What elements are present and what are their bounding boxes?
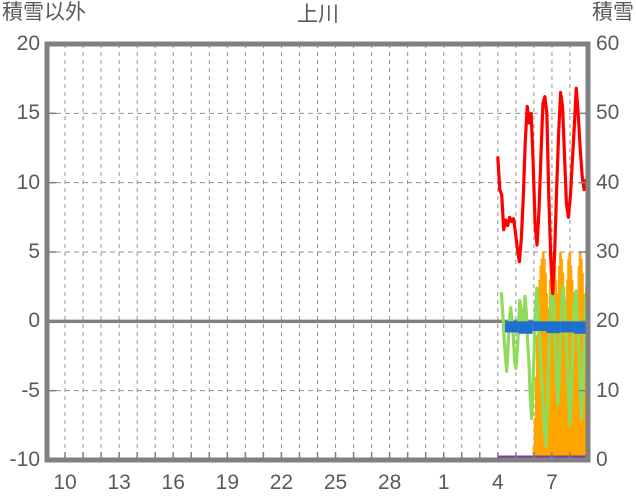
x-tick-10: 10 <box>53 471 77 494</box>
right-tick-40: 40 <box>596 170 620 194</box>
right-tick-0: 0 <box>596 448 608 471</box>
left-tick-5: 5 <box>28 240 40 263</box>
right-axis-title: 積雪 <box>592 1 634 24</box>
x-tick-7: 7 <box>546 471 558 494</box>
x-tick-16: 16 <box>161 471 185 494</box>
x-tick-19: 19 <box>215 471 239 494</box>
right-tick-60: 60 <box>596 32 620 55</box>
chart-title: 上川 <box>297 3 339 26</box>
x-tick-13: 13 <box>107 471 131 494</box>
left-axis-title: 積雪以外 <box>2 1 86 24</box>
right-tick-50: 50 <box>596 101 620 125</box>
right-tick-30: 30 <box>596 240 620 263</box>
right-tick-10: 10 <box>596 378 620 402</box>
x-tick-22: 22 <box>269 471 294 494</box>
x-tick-28: 28 <box>377 471 402 494</box>
left-tick-20: 20 <box>16 32 40 55</box>
left-tick--5: -5 <box>21 378 40 402</box>
right-tick-20: 20 <box>596 309 620 333</box>
left-tick-10: 10 <box>16 170 40 194</box>
axis-ticks <box>47 112 588 460</box>
left-tick--10: -10 <box>9 448 40 471</box>
x-tick-1: 1 <box>437 471 450 494</box>
left-tick-0: 0 <box>28 309 40 333</box>
gridlines <box>47 44 588 460</box>
left-tick-15: 15 <box>16 101 40 125</box>
x-tick-4: 4 <box>491 471 504 494</box>
series-layer <box>496 86 590 461</box>
x-tick-25: 25 <box>323 471 348 494</box>
